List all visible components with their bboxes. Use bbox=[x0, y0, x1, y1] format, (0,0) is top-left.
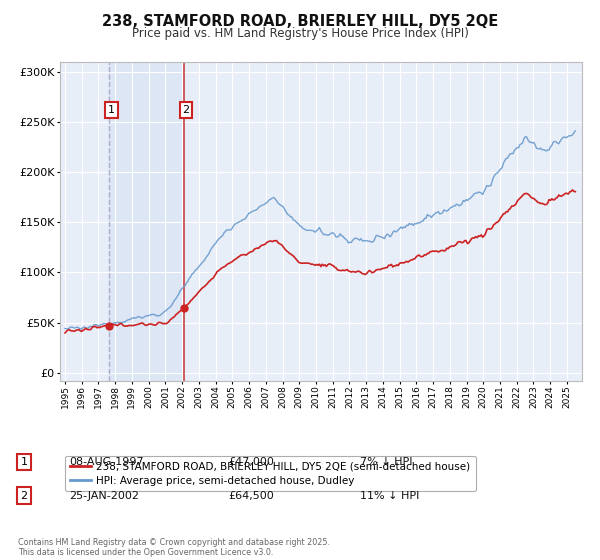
Text: £47,000: £47,000 bbox=[228, 457, 274, 467]
Text: 7% ↓ HPI: 7% ↓ HPI bbox=[360, 457, 413, 467]
Text: 238, STAMFORD ROAD, BRIERLEY HILL, DY5 2QE: 238, STAMFORD ROAD, BRIERLEY HILL, DY5 2… bbox=[102, 14, 498, 29]
Text: 11% ↓ HPI: 11% ↓ HPI bbox=[360, 491, 419, 501]
Text: £64,500: £64,500 bbox=[228, 491, 274, 501]
Bar bbox=[109, 62, 184, 381]
Text: 1: 1 bbox=[20, 457, 28, 467]
Text: Price paid vs. HM Land Registry's House Price Index (HPI): Price paid vs. HM Land Registry's House … bbox=[131, 27, 469, 40]
Text: 2: 2 bbox=[182, 105, 190, 115]
Text: 1: 1 bbox=[108, 105, 115, 115]
Text: 08-AUG-1997: 08-AUG-1997 bbox=[69, 457, 143, 467]
Text: 2: 2 bbox=[20, 491, 28, 501]
Text: Contains HM Land Registry data © Crown copyright and database right 2025.
This d: Contains HM Land Registry data © Crown c… bbox=[18, 538, 330, 557]
Legend: 238, STAMFORD ROAD, BRIERLEY HILL, DY5 2QE (semi-detached house), HPI: Average p: 238, STAMFORD ROAD, BRIERLEY HILL, DY5 2… bbox=[65, 456, 476, 491]
Text: 25-JAN-2002: 25-JAN-2002 bbox=[69, 491, 139, 501]
